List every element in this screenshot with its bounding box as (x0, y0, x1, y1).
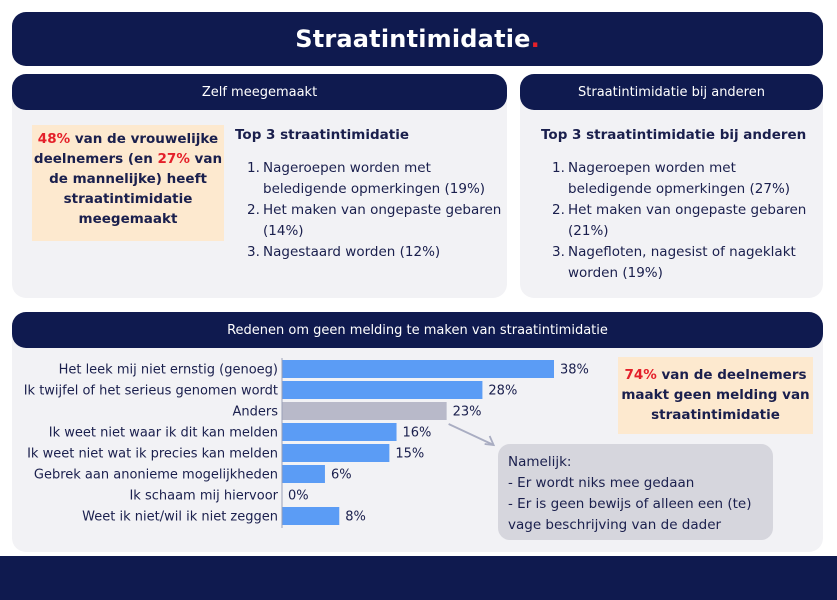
note-title: Namelijk: (508, 454, 572, 470)
value-label: 8% (345, 510, 366, 525)
category-label: Gebrek aan anonieme mogelijkheden (34, 468, 278, 483)
no-report-callout: 74% van de deelnemers maakt geen melding… (618, 357, 813, 434)
category-label: Weet ik niet/wil ik niet zeggen (82, 510, 278, 525)
list-item: 1. Nageroepen worden met beledigende opme… (552, 158, 817, 200)
bar (282, 360, 554, 378)
list-item-number: 3. (552, 244, 565, 260)
callout-pct-no-report: 74% (624, 367, 657, 383)
category-label: Anders (233, 405, 279, 420)
list-item-number: 3. (247, 244, 260, 260)
panel-others (520, 76, 823, 298)
bar (282, 465, 325, 483)
list-item-text: Nageroepen worden met beledigende opmerk… (568, 160, 791, 197)
pointer-arrow-line (448, 423, 495, 446)
pointer-arrow-head (484, 435, 496, 447)
category-label: Ik weet niet wat ik precies kan melden (27, 447, 278, 462)
bar (282, 507, 340, 525)
list-item-text: Nageroepen worden met beledigende opmerk… (263, 160, 486, 197)
value-label: 23% (453, 405, 482, 420)
bar (282, 423, 397, 441)
left-top3-list: 1. Nageroepen worden met beledigende opme… (247, 158, 502, 263)
list-item: 3. Nagestaard worden (12%) (247, 242, 502, 263)
list-item-number: 1. (552, 160, 565, 176)
callout-pct-women: 48% (37, 131, 71, 147)
list-item: 2. Het maken van ongepaste gebaren (14%) (247, 200, 502, 242)
list-item-text: Nagestaard worden (12%) (263, 244, 441, 260)
list-item-number: 1. (247, 160, 260, 176)
list-item: 2. Het maken van ongepaste gebaren (21%) (552, 200, 817, 242)
category-label: Ik schaam mij hiervoor (129, 489, 278, 504)
value-label: 0% (288, 489, 309, 504)
title-bar: Straatintimidatie. (12, 12, 823, 66)
callout-no-report-text: van de deelnemers maakt geen melding van… (621, 367, 810, 423)
list-item-text: Nagefloten, nagesist of nageklakt worden… (568, 244, 796, 281)
right-top3-list: 1. Nageroepen worden met beledigende opme… (552, 158, 817, 284)
value-label: 16% (403, 426, 432, 441)
list-item-text: Het maken van ongepaste gebaren (14%) (263, 202, 502, 239)
panel-reasons-header: Redenen om geen melding te maken van str… (12, 312, 823, 348)
category-label: Ik weet niet waar ik dit kan melden (49, 426, 278, 441)
other-reasons-note: Namelijk: - Er wordt niks mee gedaan - E… (498, 444, 773, 540)
panel-others-header: Straatintimidatie bij anderen (520, 74, 823, 110)
page-title: Straatintimidatie (295, 25, 531, 53)
list-item: 1. Nageroepen worden met beledigende opme… (247, 158, 502, 200)
list-item-number: 2. (247, 202, 260, 218)
callout-pct-men: 27% (157, 151, 190, 167)
footer-bar (0, 556, 837, 600)
value-label: 38% (560, 363, 589, 378)
callout-text-b: van de mannelijke) heeft straatintimidat… (49, 151, 223, 227)
category-label: Het leek mij niet ernstig (genoeg) (59, 363, 278, 378)
left-list-title: Top 3 straatintimidatie (235, 127, 409, 143)
category-label: Ik twijfel of het serieus genomen wordt (24, 384, 278, 399)
title-dot: . (530, 25, 540, 53)
list-item-text: Het maken van ongepaste gebaren (21%) (568, 202, 807, 239)
bar (282, 381, 483, 399)
bar (282, 402, 447, 420)
value-label: 6% (331, 468, 352, 483)
right-list-title: Top 3 straatintimidatie bij anderen (541, 127, 807, 143)
list-item: 3. Nagefloten, nagesist of nageklakt word… (552, 242, 817, 284)
value-label: 28% (488, 384, 517, 399)
note-line: - Er is geen bewijs of alleen een (te) v… (508, 496, 752, 533)
value-label: 15% (395, 447, 424, 462)
callout-text-a: van de vrouwelijke deelnemers (en (33, 131, 219, 167)
panel-self-experienced-header: Zelf meegemaakt (12, 74, 507, 110)
list-item-number: 2. (552, 202, 565, 218)
note-line: - Er wordt niks mee gedaan (508, 475, 695, 491)
bar (282, 444, 390, 462)
self-experienced-callout: 48% van de vrouwelijke deelnemers (en 27… (32, 125, 224, 241)
